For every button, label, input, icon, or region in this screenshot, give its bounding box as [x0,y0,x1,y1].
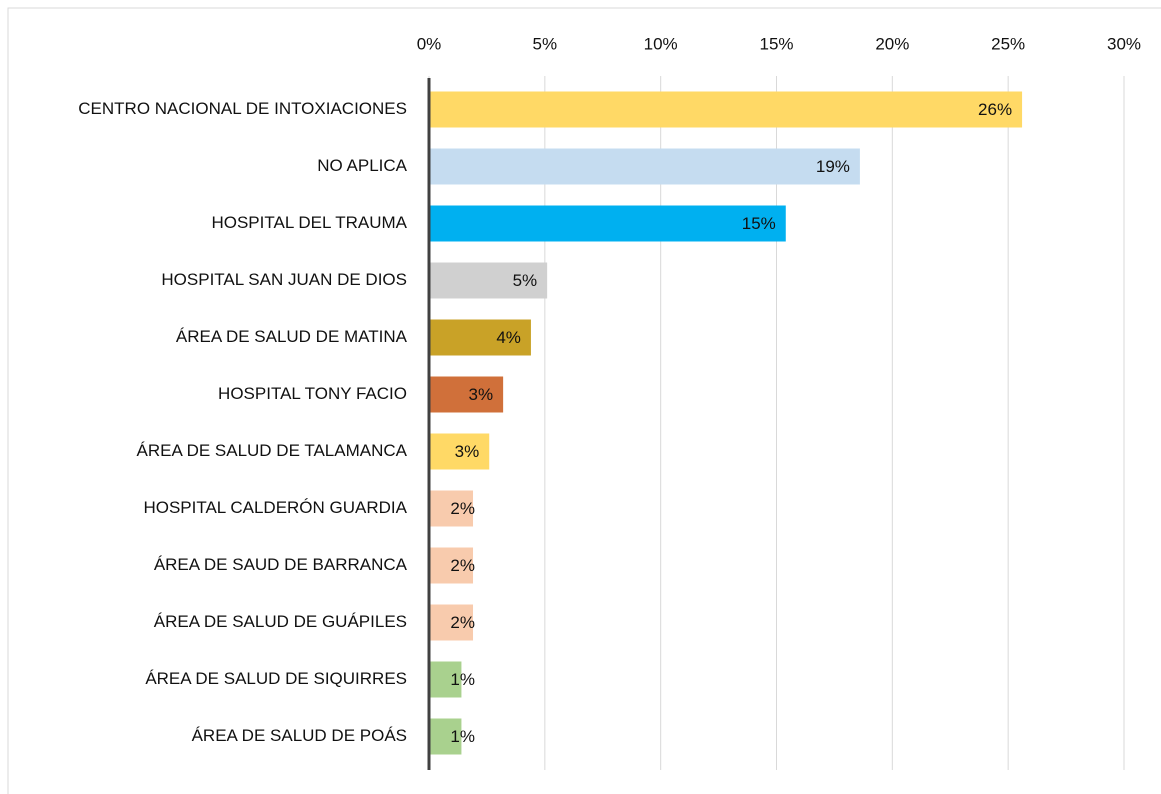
y-tick-label: ÁREA DE SALUD DE POÁS [192,726,407,745]
value-label: 2% [450,499,475,518]
value-label: 5% [513,271,538,290]
x-tick-label: 15% [759,34,793,53]
value-label: 1% [450,727,475,746]
value-label: 26% [978,100,1012,119]
y-tick-label: ÁREA DE SALUD DE MATINA [176,327,408,346]
bar [429,91,1023,128]
value-label: 4% [496,328,521,347]
value-label: 2% [450,556,475,575]
value-label: 19% [816,157,850,176]
y-tick-label: HOSPITAL TONY FACIO [218,384,407,403]
x-tick-label: 10% [644,34,678,53]
bar [429,490,474,527]
y-tick-label: ÁREA DE SAUD DE BARRANCA [154,555,408,574]
y-tick-label: ÁREA DE SALUD DE SIQUIRRES [145,669,407,688]
y-tick-label: ÁREA DE SALUD DE TALAMANCA [136,441,407,460]
x-tick-label: 25% [991,34,1025,53]
y-tick-label: HOSPITAL SAN JUAN DE DIOS [161,270,407,289]
chart-border [7,7,1161,794]
bar [429,148,860,185]
y-tick-label: ÁREA DE SALUD DE GUÁPILES [154,612,407,631]
x-tick-label: 5% [533,34,558,53]
y-tick-label: HOSPITAL DEL TRAUMA [211,213,407,232]
bar [429,262,548,299]
bar [429,433,490,470]
x-tick-label: 20% [875,34,909,53]
bar [429,319,531,356]
bar [429,718,462,755]
x-tick-label: 0% [417,34,442,53]
value-label: 3% [455,442,480,461]
bar [429,376,504,413]
x-tick-label: 30% [1107,34,1141,53]
value-label: 2% [450,613,475,632]
bar [429,547,474,584]
y-tick-label: HOSPITAL CALDERÓN GUARDIA [143,498,407,517]
bar [429,205,786,242]
value-label: 15% [742,214,776,233]
y-tick-label: CENTRO NACIONAL DE INTOXIACIONES [78,99,407,118]
value-label: 1% [450,670,475,689]
bar [429,661,462,698]
bar [429,604,474,641]
y-tick-label: NO APLICA [317,156,407,175]
value-label: 3% [469,385,494,404]
